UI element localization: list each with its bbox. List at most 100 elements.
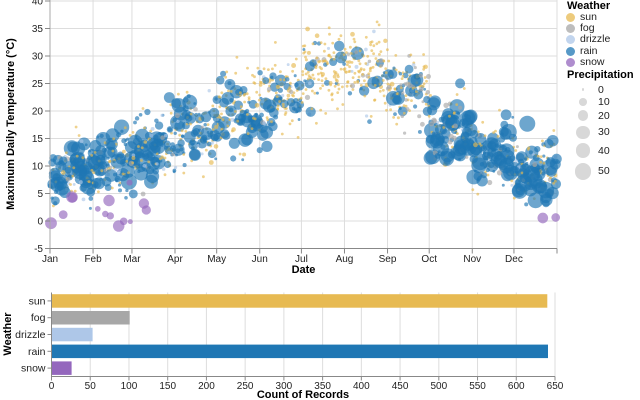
scatter-point[interactable]: [218, 105, 222, 109]
scatter-point[interactable]: [112, 137, 116, 141]
scatter-point[interactable]: [253, 75, 256, 79]
scatter-point[interactable]: [423, 96, 431, 104]
scatter-point[interactable]: [304, 72, 308, 76]
scatter-point[interactable]: [180, 134, 185, 138]
scatter-point[interactable]: [384, 67, 388, 71]
scatter-point[interactable]: [95, 145, 107, 157]
scatter-point[interactable]: [353, 40, 357, 44]
scatter-point[interactable]: [106, 156, 110, 160]
scatter-point[interactable]: [552, 129, 556, 132]
scatter-point[interactable]: [116, 170, 121, 175]
scatter-point[interactable]: [78, 180, 83, 185]
scatter-point[interactable]: [364, 62, 368, 65]
scatter-point[interactable]: [367, 119, 372, 124]
scatter-point[interactable]: [291, 106, 296, 111]
scatter-point[interactable]: [177, 139, 185, 147]
scatter-point[interactable]: [189, 122, 192, 126]
scatter-point[interactable]: [509, 133, 517, 142]
scatter-point[interactable]: [230, 155, 237, 162]
scatter-point[interactable]: [464, 109, 478, 123]
bar-rain[interactable]: [51, 344, 549, 359]
scatter-point[interactable]: [74, 125, 78, 129]
scatter-point[interactable]: [442, 126, 446, 129]
scatter-point[interactable]: [290, 119, 294, 123]
scatter-point[interactable]: [383, 38, 388, 44]
scatter-point[interactable]: [486, 159, 499, 172]
bar-snow[interactable]: [51, 361, 72, 375]
scatter-point[interactable]: [164, 160, 172, 169]
scatter-point[interactable]: [184, 129, 188, 133]
scatter-point[interactable]: [411, 86, 415, 90]
scatter-point[interactable]: [321, 84, 325, 88]
scatter-point[interactable]: [99, 177, 103, 181]
scatter-point[interactable]: [201, 134, 208, 141]
scatter-point[interactable]: [257, 70, 263, 76]
scatter-point[interactable]: [247, 96, 251, 100]
scatter-point[interactable]: [262, 121, 267, 126]
scatter-point[interactable]: [363, 94, 367, 98]
scatter-point[interactable]: [45, 217, 57, 230]
scatter-point[interactable]: [312, 77, 316, 81]
scatter-point[interactable]: [100, 169, 104, 173]
scatter-point[interactable]: [437, 150, 441, 154]
scatter-point[interactable]: [60, 181, 64, 185]
scatter-point[interactable]: [196, 143, 200, 147]
scatter-point[interactable]: [207, 89, 211, 93]
scatter-point[interactable]: [192, 127, 200, 136]
scatter-point[interactable]: [275, 95, 279, 99]
scatter-point[interactable]: [197, 134, 201, 138]
scatter-point[interactable]: [208, 160, 214, 165]
scatter-point[interactable]: [227, 81, 232, 86]
scatter-point[interactable]: [245, 92, 249, 96]
scatter-point[interactable]: [60, 170, 66, 175]
scatter-point[interactable]: [339, 34, 343, 38]
scatter-point[interactable]: [455, 103, 459, 107]
scatter-point[interactable]: [104, 169, 118, 182]
scatter-point[interactable]: [335, 51, 347, 64]
scatter-point[interactable]: [336, 107, 339, 111]
scatter-point[interactable]: [152, 134, 159, 141]
scatter-point[interactable]: [163, 133, 168, 138]
scatter-point[interactable]: [81, 156, 85, 160]
scatter-point[interactable]: [409, 53, 413, 57]
scatter-point[interactable]: [320, 79, 324, 83]
scatter-point[interactable]: [541, 171, 545, 176]
scatter-point[interactable]: [220, 70, 227, 77]
scatter-point[interactable]: [131, 161, 135, 165]
scatter-point[interactable]: [527, 192, 544, 209]
scatter-point[interactable]: [512, 196, 516, 200]
scatter-point[interactable]: [128, 189, 138, 199]
scatter-point[interactable]: [425, 79, 428, 83]
scatter-point[interactable]: [182, 163, 187, 168]
scatter-point[interactable]: [88, 206, 92, 210]
scatter-point[interactable]: [299, 96, 303, 100]
scatter-point[interactable]: [476, 192, 480, 196]
bar-drizzle[interactable]: [51, 327, 93, 342]
scatter-point[interactable]: [536, 174, 541, 179]
scatter-point[interactable]: [236, 119, 240, 123]
scatter-point[interactable]: [220, 112, 223, 116]
scatter-point[interactable]: [374, 57, 378, 60]
scatter-point[interactable]: [131, 130, 135, 134]
scatter-point[interactable]: [317, 78, 321, 82]
scatter-point[interactable]: [332, 57, 336, 61]
scatter-point[interactable]: [148, 141, 159, 151]
scatter-point[interactable]: [117, 188, 123, 193]
scatter-point[interactable]: [113, 119, 130, 135]
scatter-point[interactable]: [395, 122, 399, 126]
scatter-point[interactable]: [256, 66, 260, 70]
scatter-point[interactable]: [241, 158, 245, 162]
scatter-point[interactable]: [345, 60, 349, 64]
scatter-point[interactable]: [163, 140, 171, 148]
scatter-point[interactable]: [203, 123, 207, 127]
scatter-point[interactable]: [147, 160, 151, 164]
scatter-point[interactable]: [301, 73, 305, 77]
scatter-point[interactable]: [350, 60, 354, 64]
scatter-point[interactable]: [84, 143, 88, 147]
scatter-point[interactable]: [549, 176, 552, 180]
bar-fog[interactable]: [51, 311, 130, 325]
scatter-point[interactable]: [144, 108, 151, 116]
scatter-point[interactable]: [458, 105, 463, 110]
scatter-point[interactable]: [155, 152, 159, 156]
scatter-point[interactable]: [544, 138, 554, 149]
